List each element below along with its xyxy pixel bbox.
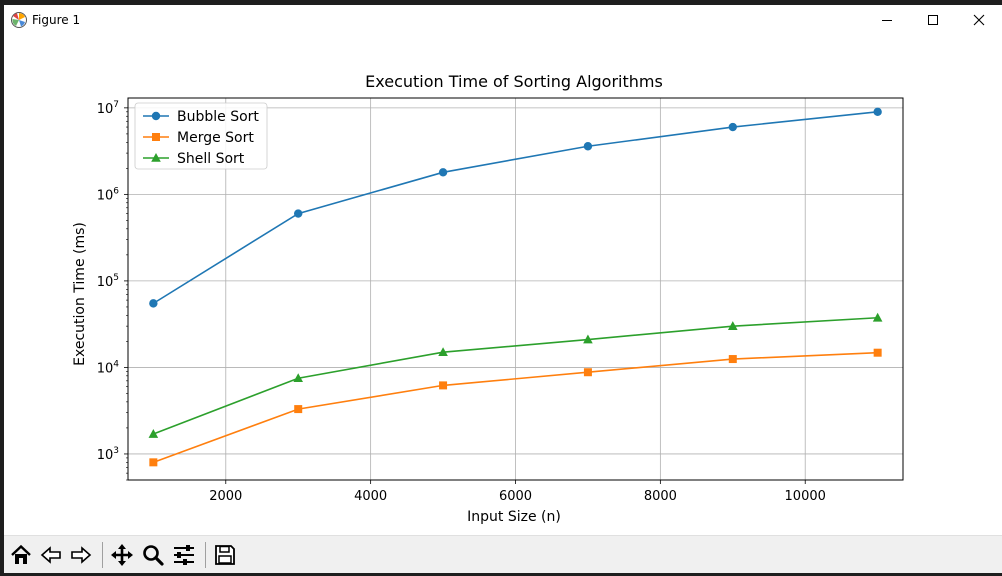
y-tick-label: 103	[97, 446, 119, 463]
y-tick-base: 10	[97, 188, 114, 203]
y-axis-label: Execution Time (ms)	[72, 222, 88, 366]
y-tick-label: 107	[97, 100, 119, 117]
y-tick-label: 105	[97, 273, 119, 290]
save-button[interactable]	[210, 540, 240, 570]
y-tick-base: 10	[97, 102, 114, 117]
x-tick-label: 10000	[785, 489, 826, 504]
minimize-icon	[882, 20, 892, 21]
pan-button[interactable]	[107, 540, 137, 570]
figure-window: Figure 1 Execution Time of Sorting Algor…	[4, 5, 1002, 574]
maximize-button[interactable]	[910, 5, 956, 35]
home-icon	[11, 544, 31, 564]
data-point	[873, 348, 882, 357]
data-point	[294, 209, 303, 218]
series-line	[153, 351, 878, 464]
x-tick-label: 8000	[644, 489, 677, 504]
close-icon	[973, 14, 985, 26]
back-arrow-icon	[40, 546, 61, 564]
y-tick-exponent: 3	[113, 446, 119, 456]
zoom-icon	[143, 545, 164, 566]
data-point	[148, 429, 159, 438]
data-point	[728, 122, 737, 132]
series-bubble-sort	[149, 107, 882, 308]
figure-canvas[interactable]: Execution Time of Sorting Algorithms 200…	[4, 35, 1002, 535]
line-chart: Execution Time of Sorting Algorithms 200…	[72, 72, 904, 525]
legend-label: Merge Sort	[177, 130, 254, 146]
legend-item: Merge Sort	[143, 130, 254, 146]
data-point	[439, 381, 448, 390]
close-button[interactable]	[956, 5, 1002, 35]
series-shell-sort	[148, 312, 883, 438]
y-tick-base: 10	[97, 448, 114, 463]
series-line	[153, 316, 878, 435]
data-point	[149, 458, 158, 467]
legend-marker	[151, 153, 161, 162]
data-point	[293, 373, 304, 383]
legend-item: Shell Sort	[143, 151, 245, 167]
save-icon	[215, 545, 235, 565]
configure-subplots-button[interactable]	[169, 540, 199, 570]
x-axis-label: Input Size (n)	[467, 509, 561, 525]
series-merge-sort	[149, 348, 882, 467]
y-tick-label: 106	[97, 186, 120, 203]
background-editor-strip	[0, 0, 1002, 5]
minimize-button[interactable]	[864, 5, 910, 35]
y-tick-exponent: 5	[113, 273, 119, 283]
y-tick-exponent: 4	[113, 359, 119, 369]
legend-label: Shell Sort	[177, 151, 245, 167]
y-tick-base: 10	[97, 361, 114, 376]
y-tick-exponent: 7	[113, 100, 119, 110]
data-point	[583, 142, 593, 151]
toolbar-separator	[102, 542, 103, 568]
matplotlib-app-icon	[10, 11, 28, 29]
maximize-icon	[928, 15, 938, 25]
zoom-button[interactable]	[138, 540, 168, 570]
legend-label: Bubble Sort	[177, 109, 259, 125]
legend-marker	[151, 111, 161, 121]
legend-item: Bubble Sort	[143, 109, 259, 125]
data-point	[583, 334, 593, 344]
toolbar-separator	[205, 542, 206, 568]
home-button[interactable]	[6, 540, 36, 570]
data-point	[149, 299, 158, 308]
data-point	[294, 405, 303, 414]
legend-box	[134, 102, 268, 170]
data-point	[872, 312, 883, 322]
background-editor-edge	[0, 0, 4, 576]
background-editor-strip	[0, 573, 1002, 576]
grid-lines	[128, 98, 903, 480]
x-tick-label: 6000	[499, 489, 532, 504]
x-tick-label: 4000	[354, 489, 387, 504]
configure-subplots-icon	[174, 545, 194, 565]
title-bar[interactable]: Figure 1	[4, 5, 1002, 35]
y-tick-exponent: 6	[113, 186, 119, 196]
y-tick-base: 10	[97, 275, 114, 290]
y-tick-label: 104	[97, 359, 120, 376]
x-tick-label: 2000	[209, 489, 242, 504]
data-point	[438, 347, 448, 356]
data-point	[728, 355, 737, 364]
data-point	[727, 321, 738, 330]
navigation-toolbar	[4, 535, 1002, 574]
pan-icon	[111, 544, 133, 566]
chart-title: Execution Time of Sorting Algorithms	[365, 72, 663, 91]
legend: Bubble Sort Merge Sort Shell Sort	[134, 102, 268, 170]
data-point	[438, 168, 448, 177]
legend-marker	[152, 133, 160, 141]
forward-arrow-icon	[71, 546, 92, 564]
window-title: Figure 1	[32, 13, 81, 27]
series-layer	[148, 107, 883, 467]
series-line	[152, 111, 878, 305]
data-point	[583, 368, 592, 377]
forward-button[interactable]	[66, 540, 96, 570]
data-point	[873, 107, 882, 117]
back-button[interactable]	[36, 540, 66, 570]
